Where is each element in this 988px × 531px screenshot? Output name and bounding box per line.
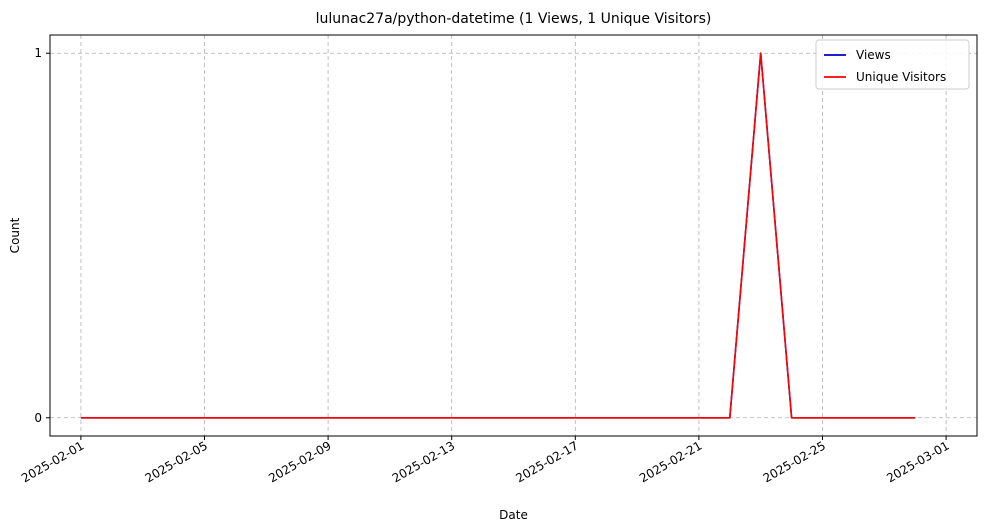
legend: Views Unique Visitors — [815, 39, 970, 90]
series-line-unique-visitors — [80, 52, 916, 419]
x-tick-label: 2025-02-25 — [761, 438, 828, 485]
series-line-views — [80, 52, 916, 419]
y-axis-ticks: 01 — [34, 46, 50, 425]
x-tick-label: 2025-02-21 — [637, 438, 704, 485]
chart-title: lulunac27a/python-datetime (1 Views, 1 U… — [316, 11, 712, 27]
y-axis-label: Count — [8, 217, 22, 253]
x-tick-label: 2025-02-01 — [19, 438, 86, 485]
x-tick-label: 2025-02-17 — [513, 438, 580, 485]
legend-label: Unique Visitors — [856, 70, 946, 84]
legend-box — [815, 39, 970, 90]
x-tick-label: 2025-02-05 — [143, 438, 210, 485]
x-tick-label: 2025-02-09 — [266, 438, 333, 485]
x-tick-label: 2025-03-01 — [884, 438, 951, 485]
y-tick-label: 1 — [34, 46, 42, 60]
x-axis-ticks: 2025-02-01 2025-02-05 2025-02-09 2025-02-13… — [19, 436, 952, 485]
x-axis-label: Date — [499, 508, 528, 522]
series-lines — [80, 52, 916, 419]
x-tick-label: 2025-02-13 — [390, 438, 457, 485]
legend-label: Views — [856, 48, 891, 62]
plot-frame — [49, 34, 978, 437]
grid — [50, 35, 977, 436]
y-tick-label: 0 — [34, 411, 42, 425]
